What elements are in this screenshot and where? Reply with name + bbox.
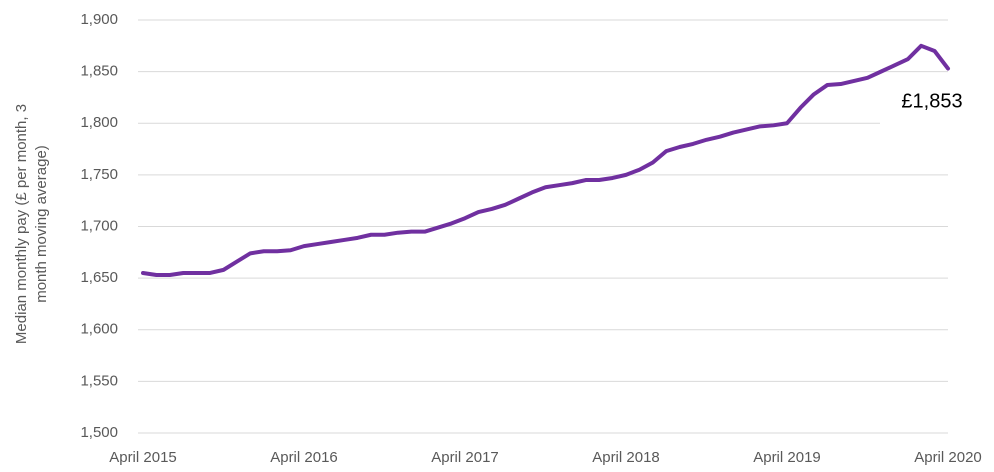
y-tick-label: 1,850 — [80, 63, 118, 80]
x-tick-label: April 2018 — [592, 449, 660, 466]
y-tick-label: 1,650 — [80, 269, 118, 286]
x-tick-label: April 2016 — [270, 449, 338, 466]
x-tick-label: April 2020 — [914, 449, 982, 466]
y-tick-label: 1,550 — [80, 372, 118, 389]
x-tick-label: April 2017 — [431, 449, 499, 466]
y-axis-label: Median monthly pay (£ per month, 3 — [13, 104, 30, 344]
annotation-box — [880, 85, 970, 125]
y-tick-label: 1,800 — [80, 114, 118, 131]
annotation: £1,853 — [901, 90, 962, 112]
y-axis-label: month moving average) — [33, 145, 50, 303]
y-tick-label: 1,700 — [80, 217, 118, 234]
x-tick-label: April 2019 — [753, 449, 821, 466]
y-tick-label: 1,600 — [80, 321, 118, 338]
line — [141, 43, 950, 278]
x-tick-label: April 2015 — [109, 449, 177, 466]
y-tick-label: 1,750 — [80, 166, 118, 183]
y-tick-label: 1,900 — [80, 11, 118, 28]
y-tick-label: 1,500 — [80, 424, 118, 441]
